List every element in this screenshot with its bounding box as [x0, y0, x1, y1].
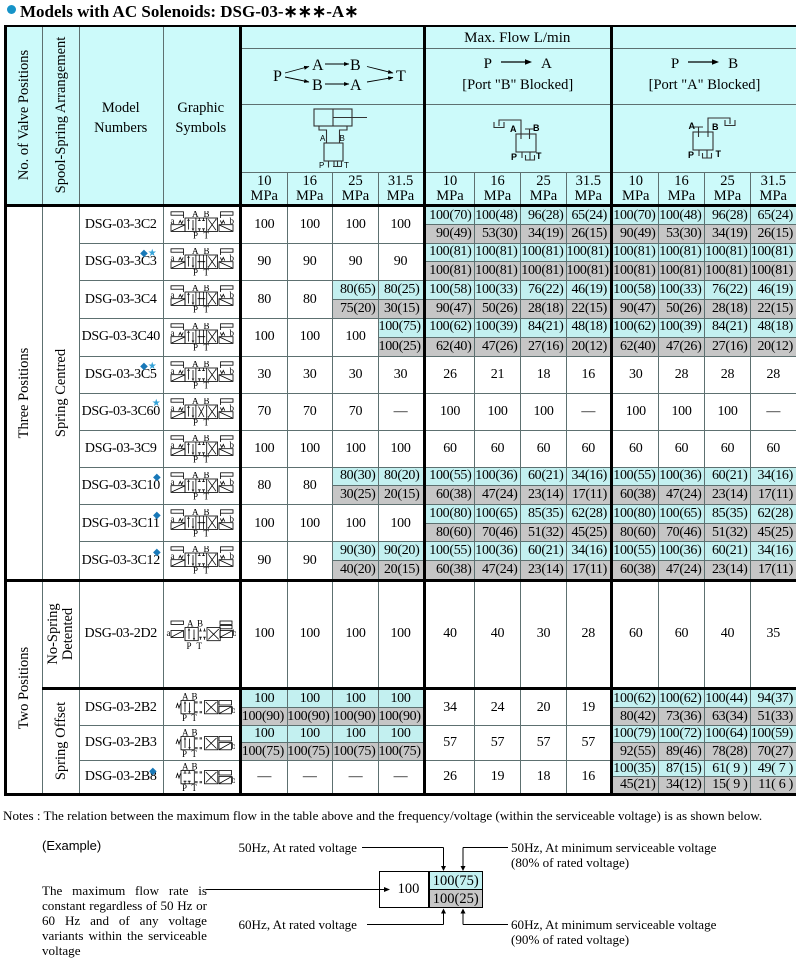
- svg-text:P: P: [182, 749, 187, 757]
- svg-text:A: A: [192, 472, 199, 480]
- svg-text:B: B: [350, 57, 361, 74]
- svg-text:T: T: [203, 529, 209, 538]
- svg-text:P: P: [511, 152, 517, 162]
- svg-text:A: A: [182, 763, 189, 772]
- svg-text:b: b: [229, 253, 234, 263]
- svg-text:A: A: [192, 285, 199, 293]
- svg-text:T: T: [192, 749, 198, 757]
- svg-text:A: A: [192, 361, 199, 369]
- svg-text:T: T: [203, 491, 209, 500]
- svg-text:P: P: [688, 150, 694, 160]
- svg-text:b: b: [232, 741, 236, 751]
- svg-text:B: B: [192, 729, 198, 738]
- svg-text:T: T: [203, 267, 209, 276]
- svg-text:P: P: [193, 380, 198, 389]
- svg-text:A: A: [510, 124, 517, 134]
- svg-text:A: A: [192, 435, 199, 443]
- svg-text:a: a: [170, 216, 174, 226]
- svg-text:A: A: [689, 121, 696, 131]
- svg-text:A: A: [187, 619, 194, 629]
- svg-text:B: B: [312, 77, 323, 94]
- svg-text:T: T: [203, 380, 209, 389]
- svg-text:P: P: [193, 343, 198, 352]
- svg-text:T: T: [344, 161, 349, 170]
- svg-text:A: A: [192, 323, 199, 331]
- svg-text:P: P: [193, 529, 198, 538]
- svg-text:P: P: [182, 783, 187, 791]
- svg-text:P: P: [193, 267, 198, 276]
- svg-text:P: P: [193, 305, 198, 314]
- svg-text:B: B: [203, 546, 209, 554]
- svg-text:P: P: [193, 417, 198, 426]
- svg-text:T: T: [203, 305, 209, 314]
- svg-text:a: a: [170, 440, 174, 450]
- svg-text:B: B: [192, 693, 198, 702]
- svg-text:A: A: [192, 398, 199, 406]
- svg-text:T: T: [197, 641, 203, 650]
- svg-text:b: b: [229, 290, 234, 300]
- svg-text:T: T: [536, 151, 542, 161]
- svg-text:A: A: [192, 546, 199, 554]
- svg-text:P: P: [182, 713, 187, 721]
- svg-text:P: P: [187, 641, 192, 650]
- svg-text:A: A: [320, 134, 326, 143]
- svg-text:B: B: [203, 509, 209, 517]
- svg-text:b: b: [229, 366, 234, 376]
- svg-text:A: A: [182, 729, 189, 738]
- svg-text:B: B: [192, 763, 198, 772]
- svg-text:T: T: [396, 68, 406, 85]
- svg-text:B: B: [203, 472, 209, 480]
- svg-text:A: A: [192, 211, 199, 219]
- svg-text:b: b: [229, 551, 234, 561]
- svg-text:a: a: [170, 366, 174, 376]
- svg-text:a: a: [170, 253, 174, 263]
- svg-text:a: a: [170, 551, 174, 561]
- svg-text:a: a: [170, 290, 174, 300]
- svg-text:b: b: [229, 328, 234, 338]
- svg-text:b: b: [229, 477, 234, 487]
- svg-text:T: T: [192, 783, 198, 791]
- svg-text:b: b: [232, 705, 236, 715]
- svg-text:b: b: [232, 775, 236, 785]
- svg-text:T: T: [716, 149, 722, 159]
- svg-text:a: a: [170, 514, 174, 524]
- svg-text:a: a: [170, 403, 174, 413]
- svg-text:B: B: [203, 398, 209, 406]
- svg-text:P: P: [273, 68, 282, 85]
- svg-text:P: P: [193, 491, 198, 500]
- svg-text:B: B: [340, 134, 345, 143]
- svg-text:T: T: [203, 230, 209, 239]
- svg-text:B: B: [203, 323, 209, 331]
- svg-text:B: B: [203, 211, 209, 219]
- svg-text:b: b: [229, 403, 234, 413]
- svg-text:b: b: [229, 440, 234, 450]
- svg-text:B: B: [203, 361, 209, 369]
- svg-text:A: A: [192, 248, 199, 256]
- svg-text:T: T: [203, 417, 209, 426]
- svg-text:B: B: [203, 285, 209, 293]
- svg-text:B: B: [203, 435, 209, 443]
- svg-text:T: T: [192, 713, 198, 721]
- svg-text:b: b: [229, 216, 234, 226]
- svg-text:B: B: [197, 619, 203, 629]
- svg-text:P: P: [193, 230, 198, 239]
- svg-text:A: A: [192, 509, 199, 517]
- svg-text:a: a: [170, 477, 174, 487]
- svg-text:T: T: [203, 566, 209, 575]
- svg-text:P: P: [193, 566, 198, 575]
- svg-text:B: B: [712, 122, 719, 132]
- svg-text:a: a: [167, 628, 171, 638]
- svg-text:A: A: [312, 57, 324, 74]
- svg-text:B: B: [203, 248, 209, 256]
- svg-text:T: T: [203, 343, 209, 352]
- svg-text:B: B: [533, 123, 540, 133]
- svg-text:A: A: [182, 693, 189, 702]
- svg-text:P: P: [193, 454, 198, 463]
- svg-text:A: A: [350, 77, 362, 94]
- svg-text:a: a: [170, 328, 174, 338]
- svg-text:T: T: [203, 454, 209, 463]
- svg-text:b: b: [233, 628, 237, 638]
- svg-text:P: P: [319, 161, 324, 170]
- svg-text:b: b: [229, 514, 234, 524]
